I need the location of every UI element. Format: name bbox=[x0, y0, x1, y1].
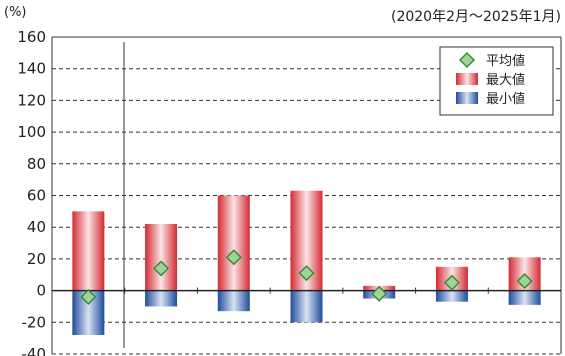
avg-marker bbox=[225, 249, 242, 266]
y-tick-label: 0 bbox=[36, 282, 46, 300]
y-tick-label: -20 bbox=[22, 313, 47, 331]
y-axis-unit-label: (%) bbox=[4, 5, 27, 20]
legend-min-label: 最小値 bbox=[486, 91, 525, 107]
max-bar bbox=[217, 195, 250, 291]
avg-marker bbox=[443, 274, 460, 291]
y-tick-label: 20 bbox=[27, 250, 46, 268]
y-tick-label: 100 bbox=[17, 123, 46, 141]
y-tick-label: 140 bbox=[17, 60, 46, 78]
min-bar bbox=[145, 290, 178, 307]
avg-marker bbox=[371, 285, 388, 302]
y-tick-label: 40 bbox=[27, 218, 46, 236]
period-label: (2020年2月〜2025年1月) bbox=[391, 9, 561, 25]
legend-avg-icon bbox=[458, 51, 476, 69]
min-bar bbox=[217, 290, 250, 312]
y-tick-label: 80 bbox=[27, 155, 46, 173]
y-tick-label: 120 bbox=[17, 91, 46, 109]
y-tick-label: 60 bbox=[27, 187, 46, 205]
avg-marker bbox=[153, 260, 170, 277]
min-bar bbox=[435, 290, 468, 302]
max-bar bbox=[72, 211, 105, 291]
y-tick-label: 160 bbox=[17, 28, 46, 46]
avg-marker bbox=[298, 265, 315, 282]
legend-max-icon bbox=[456, 73, 478, 85]
min-bar bbox=[508, 290, 541, 305]
avg-marker bbox=[80, 288, 97, 306]
max-bar bbox=[145, 224, 178, 291]
legend-max-label: 最大値 bbox=[486, 72, 525, 88]
legend-avg-label: 平均値 bbox=[486, 53, 525, 69]
legend-min-icon bbox=[456, 92, 478, 104]
y-tick-label: -40 bbox=[22, 345, 47, 356]
min-bar bbox=[290, 290, 323, 323]
avg-marker bbox=[516, 273, 533, 290]
